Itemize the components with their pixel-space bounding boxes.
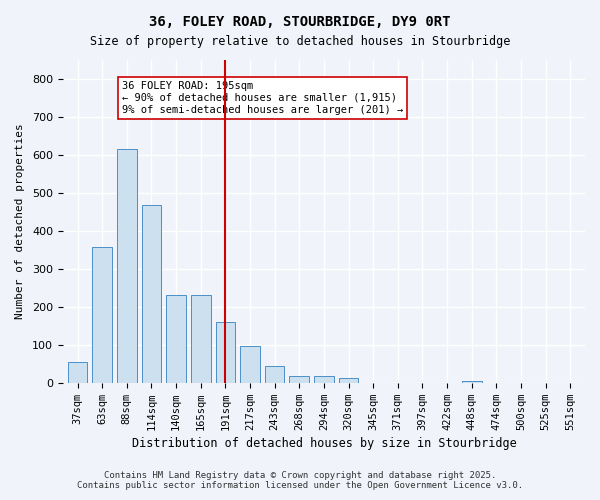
Text: 36 FOLEY ROAD: 195sqm
← 90% of detached houses are smaller (1,915)
9% of semi-de: 36 FOLEY ROAD: 195sqm ← 90% of detached … — [122, 82, 403, 114]
Bar — [92, 247, 112, 383]
Bar — [289, 376, 309, 383]
Text: Contains HM Land Registry data © Crown copyright and database right 2025.
Contai: Contains HM Land Registry data © Crown c… — [77, 470, 523, 490]
Bar — [117, 150, 137, 383]
Bar — [68, 362, 88, 383]
Bar — [142, 205, 161, 383]
Bar — [240, 346, 260, 383]
Y-axis label: Number of detached properties: Number of detached properties — [15, 124, 25, 320]
Bar — [215, 322, 235, 383]
X-axis label: Distribution of detached houses by size in Stourbridge: Distribution of detached houses by size … — [131, 437, 516, 450]
Bar — [191, 294, 211, 383]
Bar — [338, 378, 358, 383]
Bar — [462, 380, 482, 383]
Bar — [166, 294, 186, 383]
Bar — [265, 366, 284, 383]
Text: Size of property relative to detached houses in Stourbridge: Size of property relative to detached ho… — [90, 35, 510, 48]
Bar — [314, 376, 334, 383]
Text: 36, FOLEY ROAD, STOURBRIDGE, DY9 0RT: 36, FOLEY ROAD, STOURBRIDGE, DY9 0RT — [149, 15, 451, 29]
